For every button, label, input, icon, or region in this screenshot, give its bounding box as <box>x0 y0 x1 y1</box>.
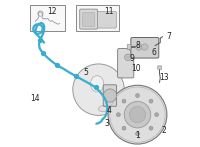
FancyBboxPatch shape <box>83 13 95 26</box>
Circle shape <box>129 107 146 123</box>
Ellipse shape <box>99 106 107 112</box>
Text: 6: 6 <box>152 48 157 57</box>
Circle shape <box>149 126 153 130</box>
Text: 12: 12 <box>47 6 57 16</box>
Circle shape <box>116 113 120 117</box>
Circle shape <box>122 126 126 130</box>
Circle shape <box>155 113 159 117</box>
FancyBboxPatch shape <box>80 9 98 29</box>
Text: 2: 2 <box>162 126 166 135</box>
Text: 5: 5 <box>83 67 88 77</box>
Circle shape <box>136 132 139 136</box>
Text: 13: 13 <box>159 73 169 82</box>
Ellipse shape <box>90 76 104 92</box>
Circle shape <box>149 99 153 103</box>
Text: 11: 11 <box>104 6 114 16</box>
Circle shape <box>126 56 129 59</box>
Circle shape <box>124 101 151 128</box>
Circle shape <box>73 64 124 115</box>
Circle shape <box>136 94 139 97</box>
Text: 9: 9 <box>130 54 135 63</box>
Text: 1: 1 <box>135 131 140 141</box>
Circle shape <box>142 44 148 50</box>
FancyBboxPatch shape <box>158 66 162 69</box>
Text: 3: 3 <box>104 119 109 128</box>
Circle shape <box>103 89 117 102</box>
FancyBboxPatch shape <box>127 45 131 50</box>
Text: 7: 7 <box>166 32 171 41</box>
Text: 4: 4 <box>106 106 111 116</box>
FancyBboxPatch shape <box>98 12 116 28</box>
FancyBboxPatch shape <box>76 5 119 31</box>
Circle shape <box>125 54 131 61</box>
FancyBboxPatch shape <box>30 5 65 31</box>
Circle shape <box>122 99 126 103</box>
Text: 10: 10 <box>131 64 141 73</box>
Text: 8: 8 <box>136 41 141 50</box>
FancyBboxPatch shape <box>103 85 117 106</box>
Circle shape <box>136 44 142 50</box>
FancyBboxPatch shape <box>118 49 134 78</box>
FancyBboxPatch shape <box>131 37 159 58</box>
Circle shape <box>108 85 167 144</box>
Text: 14: 14 <box>31 94 40 103</box>
